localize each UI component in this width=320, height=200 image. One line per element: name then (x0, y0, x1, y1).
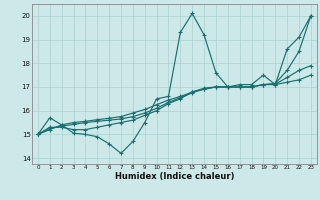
X-axis label: Humidex (Indice chaleur): Humidex (Indice chaleur) (115, 172, 234, 181)
